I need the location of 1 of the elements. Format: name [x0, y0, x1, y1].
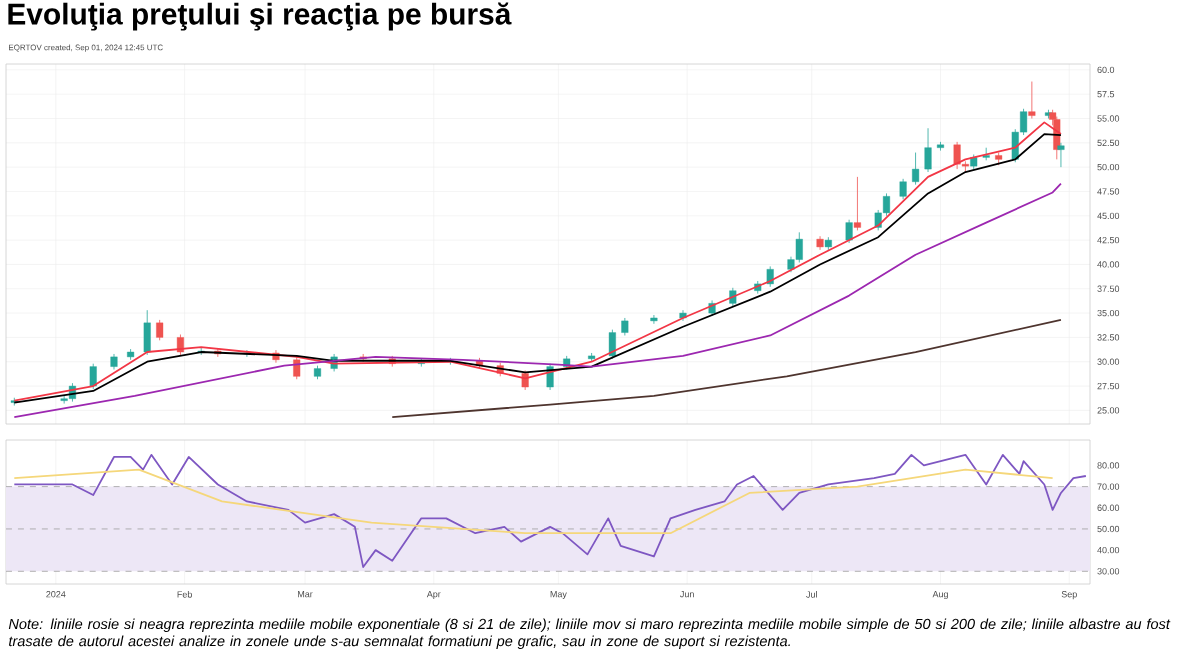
chart-title: Evoluţia preţului şi reacţia pe bursă — [8, 2, 512, 31]
